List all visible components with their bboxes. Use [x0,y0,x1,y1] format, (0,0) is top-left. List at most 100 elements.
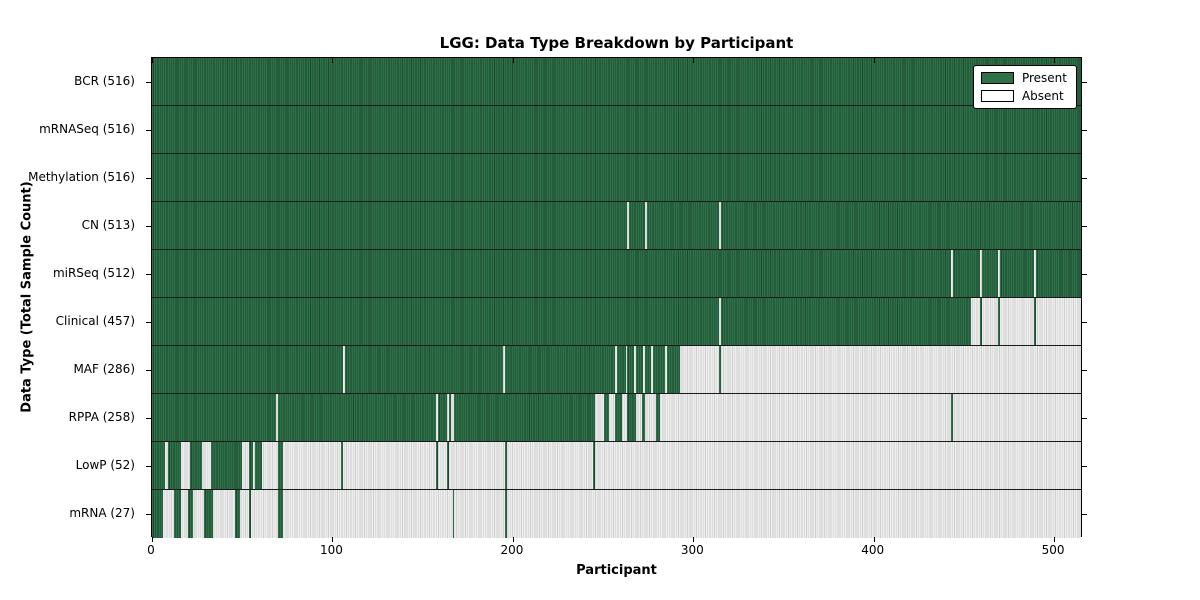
y-tick-mark [146,466,151,467]
present-segment [999,250,1035,297]
present-segment [614,394,622,441]
legend: Present Absent [972,65,1077,109]
x-tick-label: 0 [147,543,155,557]
y-tick-label: LowP (52) [75,458,135,472]
y-axis-label: Data Type (Total Sample Count) [19,181,35,413]
x-tick-mark-top [152,58,153,63]
present-segment [173,490,181,538]
present-segment [603,394,610,441]
present-segment [504,442,507,489]
legend-label-present: Present [1021,71,1067,85]
x-tick-mark [873,537,875,542]
chart-title: LGG: Data Type Breakdown by Participant [439,34,794,52]
present-segment [436,442,439,489]
present-segment [627,394,637,441]
present-segment [720,202,1081,249]
y-tick-mark [1082,178,1087,179]
legend-entry-present: Present [980,71,1067,85]
y-tick-mark [146,226,151,227]
present-segment [152,154,1081,201]
present-segment [211,442,242,489]
y-tick-mark [146,130,151,131]
y-tick-label: mRNA (27) [69,506,135,520]
y-tick-label: Methylation (516) [28,170,135,184]
x-axis-label: Participant [576,563,657,578]
heatmap-row [152,154,1081,202]
present-segment [981,250,999,297]
heatmap-row [152,202,1081,250]
x-tick-mark-top [693,58,695,63]
present-segment [998,298,1000,345]
present-segment [1034,298,1036,345]
present-segment [152,106,1081,153]
x-tick-label: 400 [861,543,885,557]
y-tick-mark [1082,370,1087,371]
present-segment [636,346,644,393]
heatmap-row [152,346,1081,394]
y-tick-mark [146,178,151,179]
y-tick-label: BCR (516) [74,74,135,88]
y-tick-mark [1082,82,1087,83]
present-segment [645,346,651,393]
present-segment [627,346,635,393]
y-tick-mark [1082,466,1087,467]
present-segment [652,346,666,393]
present-segment [249,442,253,489]
present-segment [344,346,504,393]
present-segment [656,394,660,441]
y-tick-label: MAF (286) [73,362,135,376]
present-segment [720,298,972,345]
y-tick-mark [1082,130,1087,131]
present-segment [666,346,680,393]
present-segment [152,202,628,249]
present-segment [278,442,284,489]
legend-entry-absent: Absent [980,89,1067,103]
y-tick-label: RPPA (258) [68,410,135,424]
present-segment [189,442,203,489]
y-tick-mark [1082,514,1087,515]
present-segment [452,490,455,538]
present-segment [953,250,981,297]
y-tick-label: miRSeq (512) [52,266,135,280]
present-segment [152,346,343,393]
x-tick-label: 200 [500,543,524,557]
y-tick-label: Clinical (457) [55,314,135,328]
plot-area: Present Absent [146,57,1087,542]
x-tick-mark [1054,537,1056,542]
present-segment [254,442,262,489]
y-tick-label: mRNASeq (516) [39,122,135,136]
present-segment [504,346,615,393]
heatmap-row [152,394,1081,442]
present-segment [647,202,720,249]
x-tick-label: 500 [1041,543,1065,557]
present-segment [504,490,507,538]
x-tick-mark-top [512,58,514,63]
y-tick-mark [146,418,151,419]
y-tick-mark [1082,418,1087,419]
present-segment [593,442,595,489]
heatmap-row [152,298,1081,346]
y-tick-mark [1082,322,1087,323]
x-tick-mark-top [1054,58,1056,63]
x-tick-label: 300 [680,543,704,557]
present-segment [454,394,595,441]
y-tick-mark [1082,226,1087,227]
y-tick-mark [146,82,151,83]
present-segment [152,298,720,345]
present-segment [278,490,284,538]
present-segment [152,250,952,297]
heatmap-row [152,106,1081,154]
present-segment [951,394,954,441]
present-segment [152,442,165,489]
x-tick-mark [332,537,334,542]
present-segment [249,490,252,538]
present-segment [152,490,163,538]
x-tick-label: 100 [319,543,343,557]
present-segment [616,346,626,393]
present-segment [719,346,721,393]
present-segment [449,394,451,441]
heatmap-row [152,58,1081,106]
present-segment [168,442,181,489]
y-tick-mark [146,514,151,515]
